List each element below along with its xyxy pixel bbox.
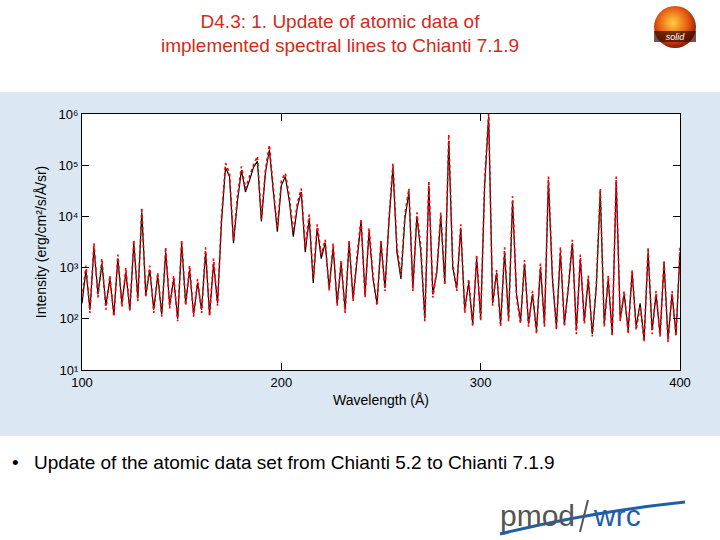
- svg-text:200: 200: [270, 375, 292, 390]
- svg-text:10¹: 10¹: [60, 363, 79, 378]
- svg-text:Intensity (erg/cm²/s/Å/sr): Intensity (erg/cm²/s/Å/sr): [33, 166, 49, 318]
- svg-text:10⁶: 10⁶: [59, 107, 79, 122]
- svg-text:100: 100: [71, 375, 93, 390]
- svg-text:Wavelength (Å): Wavelength (Å): [333, 392, 429, 408]
- html-text:Update of the atomic data set: Update of the atomic data set from Chian…: [34, 452, 555, 473]
- svg-text:solid: solid: [666, 32, 686, 42]
- html-text:implemented spectral lines to: implemented spectral lines to Chianti 7.…: [161, 35, 519, 56]
- svg-text:pmod: pmod: [500, 499, 575, 532]
- svg-text:10²: 10²: [60, 311, 79, 326]
- svg-text:10³: 10³: [60, 260, 79, 275]
- svg-text:400: 400: [669, 375, 691, 390]
- html-text:D4.3: 1. Update of atomic data: D4.3: 1. Update of atomic data of: [200, 11, 480, 32]
- svg-text:300: 300: [470, 375, 492, 390]
- svg-text:10⁴: 10⁴: [58, 209, 78, 224]
- svg-text:10⁵: 10⁵: [59, 158, 79, 173]
- svg-text:wrc: wrc: [593, 499, 641, 532]
